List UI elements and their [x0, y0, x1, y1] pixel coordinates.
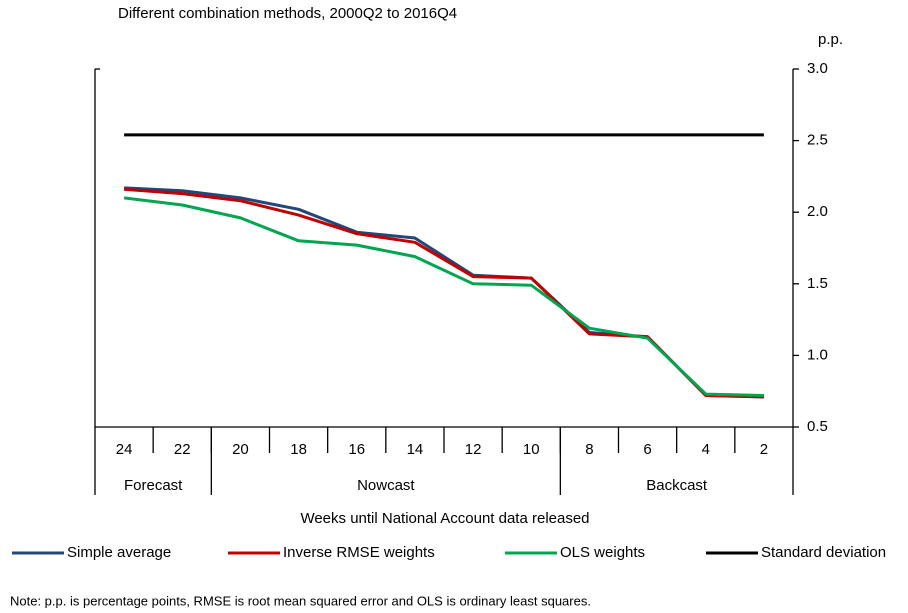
x-tick-label: 22: [174, 441, 191, 458]
group-label: Backcast: [646, 477, 708, 494]
legend-label: Inverse RMSE weights: [283, 544, 435, 561]
x-tick-label: 2: [760, 441, 768, 458]
x-axis-label: Weeks until National Account data releas…: [300, 510, 589, 527]
group-label: Forecast: [124, 477, 183, 494]
note: Note: p.p. is percentage points, RMSE is…: [10, 593, 591, 608]
x-tick-label: 16: [348, 441, 365, 458]
series-line: [124, 186, 764, 399]
x-tick-label: 18: [290, 441, 307, 458]
y-tick-label: 1.5: [807, 275, 828, 292]
series-line: [123, 196, 764, 397]
x-tick-label: 4: [702, 441, 710, 458]
y-tick-label: 3.0: [807, 60, 828, 77]
chart-subtitle: Different combination methods, 2000Q2 to…: [118, 5, 457, 22]
x-tick-label: 20: [232, 441, 249, 458]
y-unit: p.p.: [818, 31, 843, 48]
y-tick-label: 0.5: [807, 418, 828, 435]
legend-label: OLS weights: [560, 544, 645, 561]
legend-label: Simple average: [67, 544, 171, 561]
series-line: [123, 187, 764, 399]
x-tick-label: 6: [643, 441, 651, 458]
y-tick-label: 2.5: [807, 132, 828, 149]
x-tick-label: 10: [523, 441, 540, 458]
x-tick-label: 24: [116, 441, 133, 458]
x-tick-label: 14: [407, 441, 424, 458]
y-tick-label: 1.0: [807, 346, 828, 363]
group-label: Nowcast: [357, 477, 415, 494]
legend-label: Standard deviation: [761, 544, 886, 561]
y-tick-label: 2.0: [807, 203, 828, 220]
x-tick-label: 12: [465, 441, 482, 458]
x-tick-label: 8: [585, 441, 593, 458]
